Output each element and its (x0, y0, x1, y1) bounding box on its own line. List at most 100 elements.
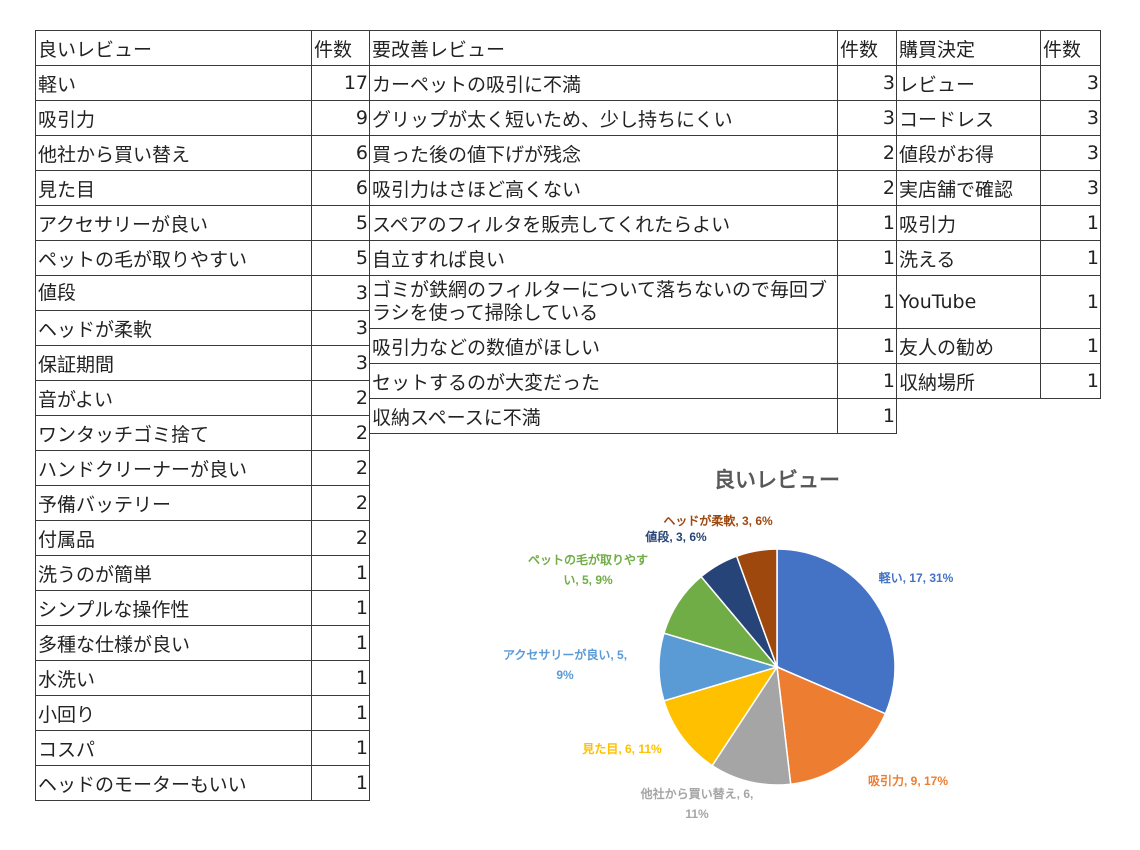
pie-slice-4 (663, 665, 779, 767)
table-row: ハンドクリーナーが良い 2 (35, 450, 370, 486)
row-count: 2 (311, 450, 370, 486)
pie-slice-3 (711, 664, 792, 786)
row-label: 実店舗で確認 (896, 170, 1041, 206)
data-label-line: 11% (685, 807, 709, 821)
table-row: アクセサリーが良い 5 (35, 205, 370, 241)
table-row: セットするのが大変だった 1 (369, 363, 897, 399)
table-row: ペットの毛が取りやすい 5 (35, 240, 370, 276)
row-label: 他社から買い替え (35, 135, 312, 171)
row-count: 2 (311, 415, 370, 451)
row-count: 1 (837, 328, 897, 364)
row-label: 吸引力 (896, 205, 1041, 241)
table-row: 保証期間 3 (35, 345, 370, 381)
row-count: 2 (837, 135, 897, 171)
row-label: 洗うのが簡単 (35, 555, 312, 591)
data-label-line: 吸引力, 9, 17% (868, 773, 948, 788)
table-row: 予備バッテリー 2 (35, 485, 370, 521)
table-row: 多種な仕様が良い 1 (35, 625, 370, 661)
purchase-decision-table: 購買決定 件数 レビュー 3 コードレス 3 値段がお得 3 実店舗で確認 3 吸引力 1 洗える 1 Yo… (896, 30, 1101, 399)
column-header-item: 購買決定 (896, 30, 1041, 66)
data-label-2: 吸引力, 9, 17% (868, 773, 948, 788)
row-count: 3 (837, 65, 897, 101)
table-row: 他社から買い替え 6 (35, 135, 370, 171)
table-row: 買った後の値下げが残念 2 (369, 135, 897, 171)
row-count: 6 (311, 135, 370, 171)
row-label: グリップが太く短いため、少し持ちにくい (369, 100, 838, 136)
row-label: 買った後の値下げが残念 (369, 135, 838, 171)
table-row: カーペットの吸引に不満 3 (369, 65, 897, 101)
row-label: セットするのが大変だった (369, 363, 838, 399)
row-label: 小回り (35, 695, 312, 731)
row-count: 2 (311, 380, 370, 416)
row-label: 収納場所 (896, 363, 1041, 399)
row-label: アクセサリーが良い (35, 205, 312, 241)
row-label: 音がよい (35, 380, 312, 416)
table-row: コスパ 1 (35, 730, 370, 766)
column-header-item: 良いレビュー (35, 30, 312, 66)
table-row: 実店舗で確認 3 (896, 170, 1101, 206)
table-row: 洗える 1 (896, 240, 1101, 276)
row-label: 軽い (35, 65, 312, 101)
table-row: 吸引力はさほど高くない 2 (369, 170, 897, 206)
table-row: ヘッドが柔軟 3 (35, 310, 370, 346)
row-count: 5 (311, 240, 370, 276)
table-row: 値段がお得 3 (896, 135, 1101, 171)
table-row: 吸引力 9 (35, 100, 370, 136)
row-count: 6 (311, 170, 370, 206)
data-label-line: 値段, 3, 6% (644, 529, 707, 544)
row-count: 1 (1040, 275, 1101, 329)
good-review-pie-chart: 良いレビュー 軽い, 17, 31% 吸引力, 9, 17% 他社から買い替え, 6… (503, 468, 954, 821)
row-label: レビュー (896, 65, 1041, 101)
table-row: 友人の勧め 1 (896, 328, 1101, 364)
table-row: ヘッドのモーターもいい 1 (35, 765, 370, 801)
row-count: 1 (311, 590, 370, 626)
row-label: 付属品 (35, 520, 312, 556)
row-count: 1 (1040, 328, 1101, 364)
row-label: ヘッドのモーターもいい (35, 765, 312, 801)
row-label: 値段がお得 (896, 135, 1041, 171)
row-count: 1 (1040, 205, 1101, 241)
table-row: スペアのフィルタを販売してくれたらよい 1 (369, 205, 897, 241)
row-label: ワンタッチゴミ捨て (35, 415, 312, 451)
row-count: 3 (311, 310, 370, 346)
table-header-row: 購買決定 件数 (896, 30, 1101, 66)
row-label: 予備バッテリー (35, 485, 312, 521)
data-label-line: 他社から買い替え, 6, (640, 786, 754, 801)
row-label: コードレス (896, 100, 1041, 136)
row-label: YouTube (896, 275, 1041, 329)
row-label: 洗える (896, 240, 1041, 276)
row-count: 1 (837, 398, 897, 434)
table-row: 水洗い 1 (35, 660, 370, 696)
row-label: 保証期間 (35, 345, 312, 381)
table-row: 値段 3 (35, 275, 370, 311)
row-label: ハンドクリーナーが良い (35, 450, 312, 486)
row-label: ゴミが鉄網のフィルターについて落ちないので毎回ブラシを使って掃除している (369, 275, 838, 329)
row-count: 3 (837, 100, 897, 136)
table-row: ゴミが鉄網のフィルターについて落ちないので毎回ブラシを使って掃除している 1 (369, 275, 897, 329)
data-label-1: 軽い, 17, 31% (879, 570, 954, 585)
row-label: 多種な仕様が良い (35, 625, 312, 661)
row-label: カーペットの吸引に不満 (369, 65, 838, 101)
row-count: 1 (311, 695, 370, 731)
table-row: 収納場所 1 (896, 363, 1101, 399)
data-label-line: アクセサリーが良い, 5, (503, 647, 627, 662)
row-label: 友人の勧め (896, 328, 1041, 364)
data-label-8: ヘッドが柔軟, 3, 6% (663, 513, 773, 528)
table-row: YouTube 1 (896, 275, 1101, 329)
table-row: 見た目 6 (35, 170, 370, 206)
pie-slice-2 (776, 665, 887, 786)
data-label-line: 見た目, 6, 11% (581, 741, 662, 756)
table-row: 自立すれば良い 1 (369, 240, 897, 276)
row-count: 1 (1040, 363, 1101, 399)
table-row: 音がよい 2 (35, 380, 370, 416)
table-row: 吸引力 1 (896, 205, 1101, 241)
row-count: 17 (311, 65, 370, 101)
row-label: 値段 (35, 275, 312, 311)
pie-slice-1 (776, 548, 896, 715)
row-count: 1 (311, 660, 370, 696)
row-count: 1 (311, 765, 370, 801)
table-row: レビュー 3 (896, 65, 1101, 101)
row-label: ペットの毛が取りやすい (35, 240, 312, 276)
table-row: 小回り 1 (35, 695, 370, 731)
row-count: 3 (311, 275, 370, 311)
